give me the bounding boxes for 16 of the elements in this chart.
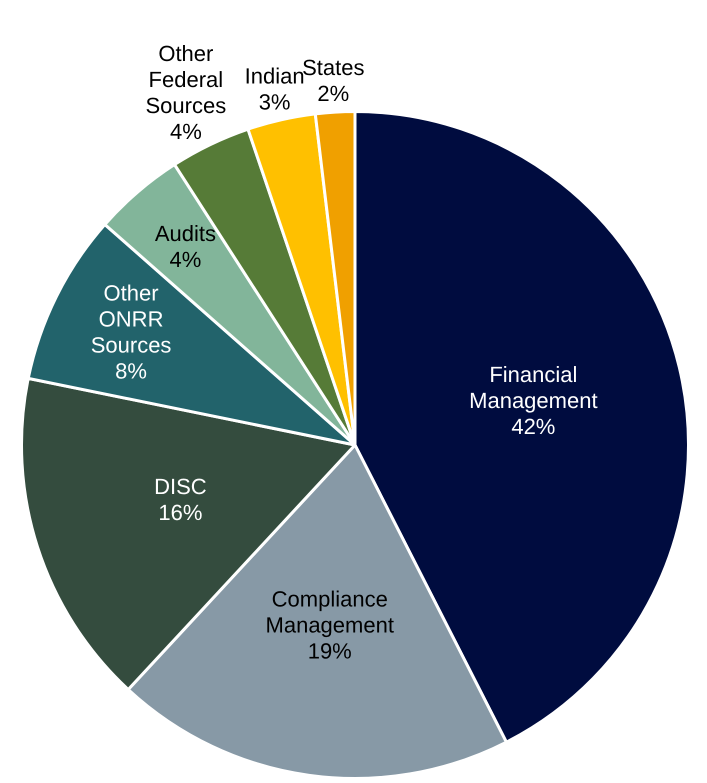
data-label: 8% — [115, 358, 147, 384]
slice-label: DISC — [154, 474, 207, 500]
data-label: 4% — [170, 119, 202, 144]
slice-label: States — [302, 55, 365, 80]
data-label: 42% — [511, 414, 556, 440]
data-label: 4% — [170, 246, 202, 272]
slice-label: Other Federal Sources — [145, 41, 226, 118]
data-label: 19% — [308, 638, 352, 664]
slice-label: Financial Management — [469, 362, 598, 414]
slice-label: Compliance Management — [266, 586, 394, 638]
data-label: 3% — [258, 90, 290, 115]
slice-label: Other ONRR Sources — [90, 280, 172, 358]
data-label: 16% — [158, 500, 202, 526]
slice-label: Audits — [154, 220, 216, 246]
slice-label: Indian — [244, 64, 305, 89]
data-label: 2% — [317, 81, 350, 106]
